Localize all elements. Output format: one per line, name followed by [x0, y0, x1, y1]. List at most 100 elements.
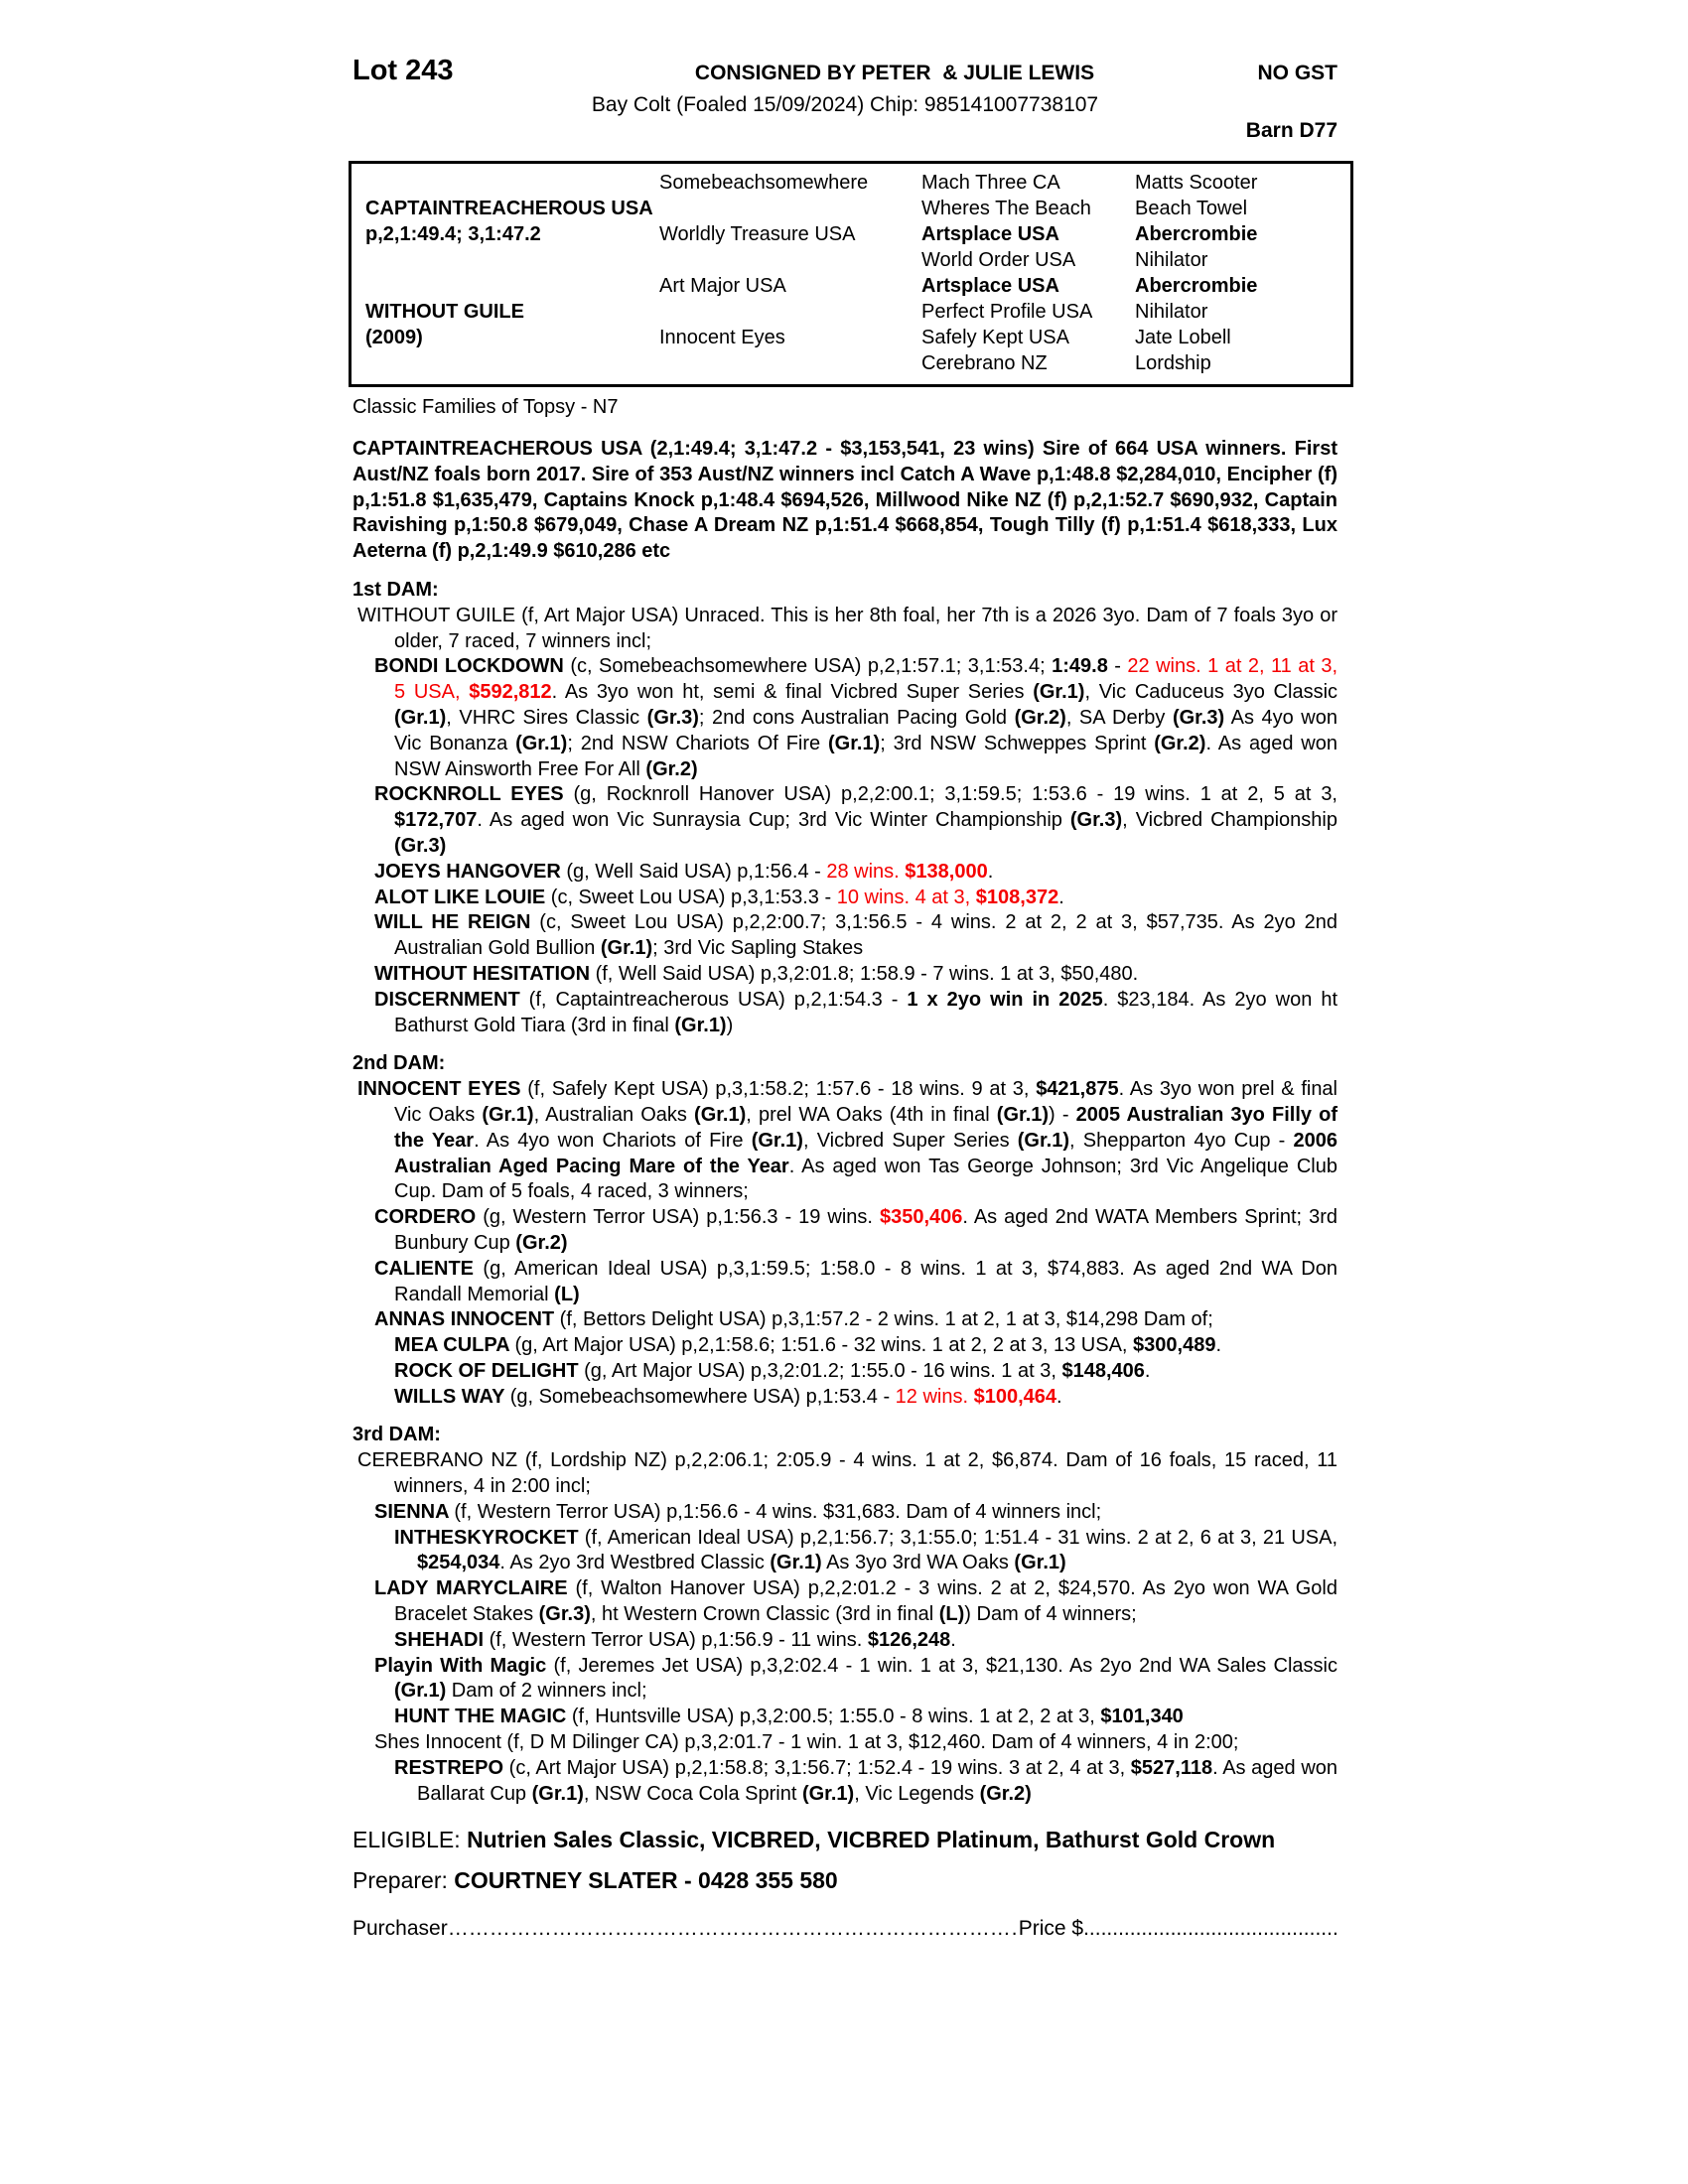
text-segment: (Gr.1): [515, 732, 568, 754]
text-segment: .: [987, 860, 994, 883]
text-segment: (Gr.2): [979, 1782, 1032, 1805]
pedigree-entry: WILL HE REIGN (c, Sweet Lou USA) p,2,2:0…: [352, 910, 1337, 962]
purchaser-label: Purchaser: [352, 1917, 448, 1941]
text-segment: Shes Innocent (f, D M Dilinger CA) p,3,2…: [374, 1731, 1239, 1754]
text-segment: 22 wins. 1 at 2, 11 at 3, 5 USA,: [394, 655, 1338, 704]
pedigree-entry: SHEHADI (f, Western Terror USA) p,1:56.9…: [352, 1628, 1337, 1654]
text-segment: HUNT THE MAGIC: [394, 1706, 572, 1728]
text-segment: WITHOUT HESITATION: [374, 962, 596, 985]
text-segment: ): [726, 1014, 734, 1036]
text-segment: (Gr.3): [1069, 809, 1123, 832]
text-segment: (f, Captaintreacherous USA) p,2,1:54.3 -: [528, 988, 908, 1011]
text-segment: $421,875: [1036, 1078, 1119, 1101]
text-segment: (Gr.2): [645, 757, 698, 780]
text-segment: , VHRC Sires Classic: [446, 706, 647, 729]
pedigree-entry: INNOCENT EYES (f, Safely Kept USA) p,3,1…: [352, 1077, 1337, 1205]
pedigree-entry: DISCERNMENT (f, Captaintreacherous USA) …: [352, 988, 1337, 1039]
pedigree-cell: Innocent Eyes: [659, 327, 785, 348]
pedigree-cell: Safely Kept USA: [921, 327, 1069, 348]
text-segment: . As aged won Vic Sunraysia Cup; 3rd Vic…: [477, 809, 1070, 832]
text-segment: (Gr.1): [1014, 1552, 1066, 1574]
pedigree-entry: ROCKNROLL EYES (g, Rocknroll Hanover USA…: [352, 782, 1337, 859]
text-segment: INNOCENT EYES: [357, 1078, 528, 1101]
text-segment: CORDERO: [374, 1206, 484, 1229]
text-segment: $254,034: [417, 1552, 500, 1574]
foal-description: Bay Colt (Foaled 15/09/2024) Chip: 98514…: [591, 93, 1099, 116]
text-segment: (f, Huntsville USA) p,3,2:00.5; 1:55.0 -…: [571, 1706, 1101, 1728]
text-segment: . As aged won Ballarat Cup: [417, 1756, 1338, 1805]
price-label: Price $: [1018, 1917, 1084, 1941]
page-content: Lot 243 CONSIGNED BY PETER & JULIE LEWIS…: [349, 55, 1353, 1942]
consignor-line: CONSIGNED BY PETER & JULIE LEWIS: [694, 62, 1095, 84]
text-segment: (g, Somebeachsomewhere USA) p,1:53.4 -: [509, 1385, 896, 1408]
text-segment: ; 2nd NSW Chariots Of Fire: [567, 732, 828, 754]
pedigree-cell: Perfect Profile USA: [921, 301, 1093, 323]
text-segment: . As 3yo won ht, semi & final Vicbred Su…: [551, 681, 1034, 704]
pedigree-entry: MEA CULPA (g, Art Major USA) p,2,1:58.6;…: [352, 1333, 1337, 1359]
pedigree-cell: [365, 350, 659, 376]
text-segment: (Gr.1): [600, 937, 653, 960]
text-segment: $148,406: [1061, 1359, 1145, 1382]
text-segment: . As 3yo won prel & final Vic Oaks: [394, 1078, 1338, 1126]
text-segment: (L): [554, 1283, 580, 1305]
text-segment: (g, Rocknroll Hanover USA) p,2,2:00.1; 3…: [573, 783, 1338, 806]
text-segment: (c, Art Major USA) p,2,1:58.8; 3,1:56.7;…: [508, 1756, 1131, 1779]
pedigree-cell: World Order USA: [921, 249, 1076, 271]
text-segment: . As 2yo 3rd Westbred Classic: [499, 1552, 771, 1574]
text-segment: (Gr.1): [394, 1680, 447, 1703]
text-segment: INTHESKYROCKET: [394, 1526, 585, 1549]
text-segment: (Gr.1): [827, 732, 881, 754]
pedigree-entry: INTHESKYROCKET (f, American Ideal USA) p…: [352, 1526, 1337, 1577]
text-segment: (Gr.1): [801, 1782, 855, 1805]
text-segment: $592,812: [469, 681, 552, 704]
text-segment: ALOT LIKE LOUIE: [374, 886, 551, 908]
text-segment: . $23,184. As 2yo won ht Bathurst Gold T…: [394, 988, 1337, 1036]
text-segment: (f, Western Terror USA) p,1:56.6 - 4 win…: [454, 1500, 1102, 1523]
text-segment: , ht Western Crown Classic (3rd in final: [590, 1603, 939, 1626]
pedigree-entry: CALIENTE (g, American Ideal USA) p,3,1:5…: [352, 1257, 1337, 1308]
pedigree-cell: (2009): [365, 327, 423, 348]
text-segment: (Gr.2): [1154, 732, 1206, 754]
text-segment: $172,707: [394, 809, 478, 832]
pedigree-cell: [659, 247, 921, 273]
preparer-label: Preparer:: [352, 1867, 455, 1894]
text-segment: (f, Jeremes Jet USA) p,3,2:02.4 - 1 win.…: [553, 1654, 1337, 1677]
text-segment: ANNAS INNOCENT: [374, 1308, 560, 1331]
text-segment: . As aged won Tas George Johnson; 3rd Vi…: [394, 1155, 1337, 1203]
pedigree-entry: Shes Innocent (f, D M Dilinger CA) p,3,2…: [352, 1730, 1337, 1756]
pedigree-entry: CORDERO (g, Western Terror USA) p,1:56.3…: [352, 1205, 1337, 1257]
pedigree-cell: Jate Lobell: [1135, 327, 1231, 348]
text-segment: $126,248: [867, 1628, 951, 1651]
text-segment: ; 3rd Vic Sapling Stakes: [652, 937, 864, 960]
pedigree-cell: Artsplace USA: [921, 223, 1059, 245]
pedigree-cell: Abercrombie: [1135, 223, 1258, 245]
pedigree-entry: HUNT THE MAGIC (f, Huntsville USA) p,3,2…: [352, 1705, 1337, 1730]
text-segment: (L): [938, 1603, 965, 1626]
text-segment: (Gr.1): [694, 1103, 747, 1126]
pedigree-cell: CAPTAINTREACHEROUS USA: [365, 198, 653, 219]
text-segment: (Gr.1): [751, 1129, 803, 1152]
pedigree-cell: Art Major USA: [659, 275, 786, 297]
pedigree-cell: Wheres The Beach: [921, 198, 1091, 219]
text-segment: $100,464: [973, 1385, 1057, 1408]
text-segment: .: [950, 1628, 956, 1651]
text-segment: (c, Sweet Lou USA) p,2,2:00.7; 3,1:56.5 …: [394, 911, 1337, 960]
text-segment: $350,406: [879, 1206, 963, 1229]
text-segment: (Gr.1): [1033, 681, 1085, 704]
text-segment: .: [1056, 1385, 1062, 1408]
text-segment: .: [1215, 1334, 1222, 1357]
text-segment: 28 wins.: [826, 860, 906, 883]
text-segment: (g, American Ideal USA) p,3,1:59.5; 1:58…: [394, 1257, 1337, 1305]
text-segment: (c, Sweet Lou USA) p,3,1:53.3 -: [550, 886, 837, 908]
text-segment: .: [1144, 1359, 1151, 1382]
text-segment: WILL HE REIGN: [374, 911, 540, 934]
dam-heading: 3rd DAM:: [352, 1424, 441, 1446]
text-segment: As 4yo won Vic Bonanza: [394, 706, 1337, 754]
preparer-name: COURTNEY SLATER - 0428 355 580: [454, 1867, 838, 1894]
text-segment: CEREBRANO NZ (f, Lordship NZ) p,2,2:06.1…: [357, 1449, 1337, 1498]
text-segment: (f, American Ideal USA) p,2,1:56.7; 3,1:…: [584, 1526, 1337, 1549]
pedigree-cell: Beach Towel: [1135, 198, 1248, 219]
pedigree-entry: SIENNA (f, Western Terror USA) p,1:56.6 …: [352, 1500, 1337, 1526]
text-segment: (f, Western Terror USA) p,1:56.9 - 11 wi…: [489, 1628, 868, 1651]
